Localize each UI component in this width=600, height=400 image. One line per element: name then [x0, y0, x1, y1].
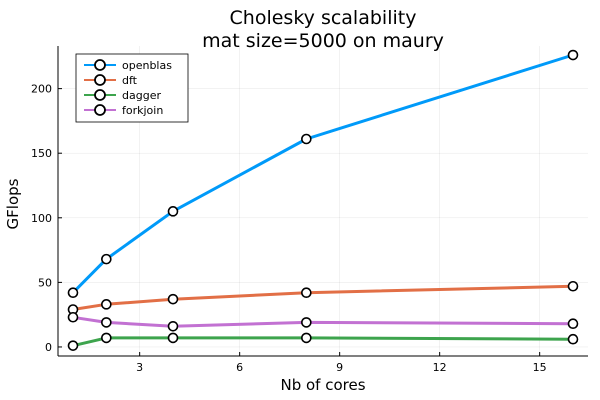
data-point-openblas — [567, 49, 579, 61]
data-point-forkjoin — [301, 317, 312, 328]
y-tick-label: 50 — [38, 276, 52, 289]
series-line-dft — [72, 284, 574, 311]
legend-marker-openblas — [94, 59, 106, 71]
data-point-openblas — [167, 206, 179, 217]
legend: openblas dft dagger forkjoin — [75, 53, 189, 123]
y-tick-label: 0 — [45, 341, 52, 354]
data-point-dagger — [67, 340, 79, 351]
chart-subtitle: mat size=5000 on maury — [202, 30, 444, 52]
data-point-dagger — [301, 332, 312, 344]
axes — [57, 46, 588, 357]
y-tick-label: 150 — [31, 147, 52, 160]
data-point-openblas — [301, 133, 312, 145]
data-point-openblas — [67, 287, 79, 299]
data-point-forkjoin — [67, 311, 79, 323]
series-line-dagger — [72, 336, 574, 348]
data-point-forkjoin — [167, 320, 179, 332]
data-point-dft — [101, 299, 112, 310]
x-tick-label: 9 — [336, 361, 343, 374]
x-axis-label: Nb of cores — [280, 376, 365, 394]
data-point-openblas — [101, 253, 112, 265]
legend-marker-dagger — [94, 89, 106, 101]
grid — [58, 46, 588, 356]
data-point-forkjoin — [101, 317, 112, 328]
y-tick-label: 200 — [31, 83, 52, 96]
data-point-dagger — [567, 333, 579, 345]
data-point-dft — [567, 280, 579, 292]
data-point-forkjoin — [567, 318, 579, 330]
legend-marker-dft — [94, 74, 106, 86]
legend-label-dft: dft — [122, 74, 138, 87]
x-tick-label: 6 — [236, 361, 243, 374]
data-point-dagger — [167, 332, 179, 344]
legend-marker-forkjoin — [94, 104, 106, 116]
x-tick-label: 15 — [533, 361, 547, 374]
legend-label-openblas: openblas — [122, 59, 172, 72]
y-axis-label: GFlops — [4, 178, 22, 229]
series-line-forkjoin — [72, 315, 574, 328]
data-markers — [67, 49, 579, 351]
x-tick-label: 3 — [136, 361, 143, 374]
legend-label-dagger: dagger — [122, 89, 161, 102]
data-point-dft — [301, 287, 312, 299]
y-tick-label: 100 — [31, 212, 52, 225]
data-point-dft — [167, 293, 179, 305]
legend-label-forkjoin: forkjoin — [122, 104, 163, 117]
x-tick-label: 12 — [433, 361, 447, 374]
chart-title: Cholesky scalability — [230, 7, 417, 29]
data-point-dagger — [101, 332, 112, 344]
